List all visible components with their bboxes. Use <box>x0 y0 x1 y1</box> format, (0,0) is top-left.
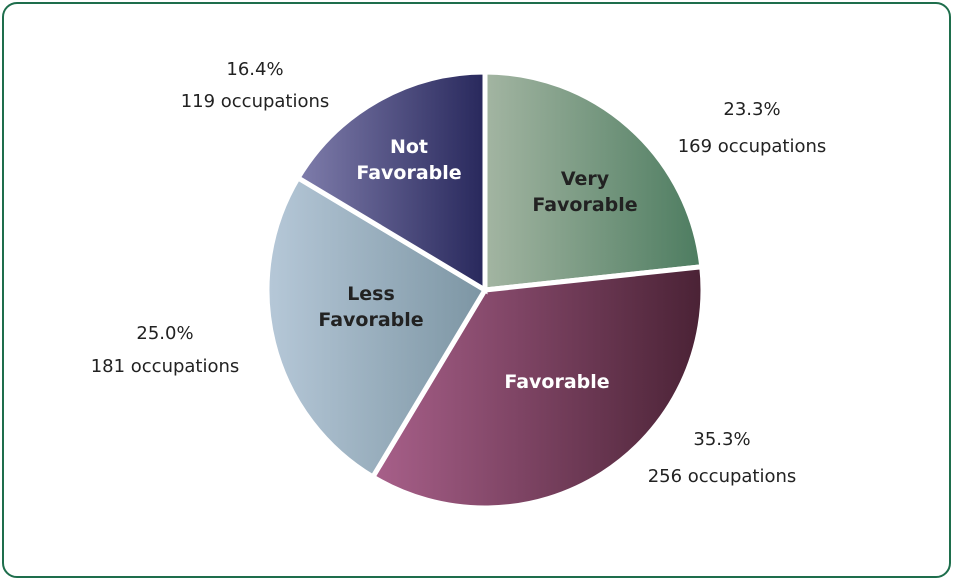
slice-label-line: Favorable <box>356 162 461 184</box>
pie-slice <box>264 174 489 481</box>
slice-label: Not Favorable <box>356 136 461 184</box>
slice-label-line: Favorable <box>318 309 423 331</box>
occupation-label: 119 occupations <box>181 91 330 112</box>
slice-label: Less Favorable <box>318 283 423 331</box>
occupation-label: 169 occupations <box>678 136 827 157</box>
value-label: 25.0% <box>136 323 193 344</box>
slice-label-line: Favorable <box>504 371 609 393</box>
slice-label-line: Very <box>561 168 610 190</box>
pie-slice <box>294 69 488 295</box>
slice-label-line: Favorable <box>532 194 637 216</box>
pie-slice <box>482 69 705 293</box>
slice-label: Favorable <box>504 371 609 393</box>
occupation-label: 181 occupations <box>91 356 240 377</box>
occupation-label: 256 occupations <box>648 466 797 487</box>
slice-label-line: Less <box>347 283 395 305</box>
slice-label: Very Favorable <box>532 168 637 216</box>
value-label: 35.3% <box>693 429 750 450</box>
value-label: 23.3% <box>723 99 780 120</box>
pie-slice <box>369 264 706 511</box>
value-label: 16.4% <box>226 59 283 80</box>
slice-label-line: Not <box>390 136 428 158</box>
